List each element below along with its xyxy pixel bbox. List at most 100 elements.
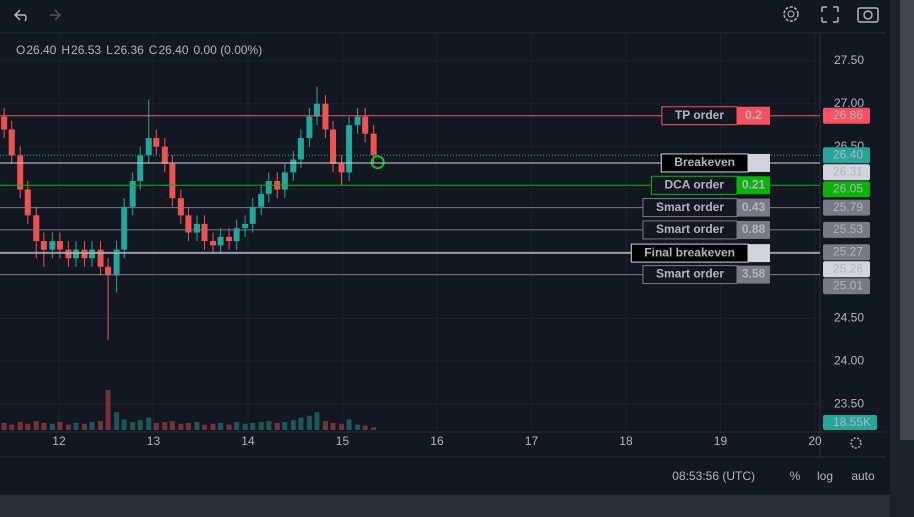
volume-bar — [169, 421, 175, 430]
volume-bar — [210, 423, 216, 430]
fullscreen-button[interactable] — [821, 6, 839, 23]
candle-body — [24, 189, 31, 216]
volume-bar — [242, 423, 248, 430]
candle-body — [105, 266, 112, 276]
price-tag — [823, 244, 870, 261]
price-tag-label: 25.53 — [833, 222, 863, 236]
y-tick-label: 27.00 — [834, 96, 864, 110]
volume-bar — [298, 417, 304, 430]
price-tag — [823, 221, 870, 238]
ohlc-value: 26.53 — [71, 43, 101, 57]
volume-bar — [362, 425, 368, 430]
axis-settings-button[interactable] — [850, 437, 862, 449]
volume-bar — [274, 422, 280, 430]
x-tick-label: 16 — [430, 434, 444, 448]
y-tick-label: 24.50 — [834, 311, 864, 325]
volume-bar — [1, 422, 7, 430]
price-tag — [823, 147, 870, 164]
x-tick-label: 12 — [52, 434, 66, 448]
price-tag — [823, 164, 870, 181]
price-tag-label: 26.86 — [833, 108, 863, 122]
volume-bar — [258, 422, 264, 430]
candle-body — [242, 223, 249, 229]
log-button[interactable]: log — [817, 469, 833, 483]
volume-bar — [346, 419, 352, 430]
candle-body — [193, 223, 200, 233]
candle-body — [169, 163, 176, 199]
camera-lens — [863, 10, 873, 20]
volume-bar — [89, 422, 95, 430]
screenshot-button[interactable] — [857, 7, 879, 23]
candle-body — [233, 228, 240, 242]
price-tag — [823, 278, 870, 295]
volume-bar — [137, 420, 143, 430]
volume-bar — [130, 422, 136, 430]
candle-body — [33, 215, 40, 242]
candle-body — [297, 138, 304, 160]
price-tag-label: 26.40 — [833, 147, 863, 161]
candle-body — [313, 103, 320, 117]
settings-button[interactable] — [783, 6, 799, 22]
camera-icon — [857, 7, 879, 23]
x-tick-label: 15 — [336, 434, 350, 448]
x-tick-label: 19 — [714, 434, 728, 448]
candle-body — [330, 129, 337, 164]
settings-icon — [783, 6, 799, 22]
candle-body — [145, 138, 152, 156]
volume-bar — [178, 423, 184, 430]
candle-body — [306, 116, 313, 139]
volume-bar — [226, 424, 232, 430]
order-box: DCA order 0.21 — [650, 175, 770, 195]
x-tick-label: 20 — [808, 434, 822, 448]
x-tick-label: 13 — [147, 434, 161, 448]
scrollbar — [900, 0, 914, 440]
candle-body — [322, 103, 329, 130]
volume-bar — [185, 422, 191, 430]
volume-bar — [146, 417, 152, 430]
candle-body — [201, 223, 208, 242]
percent-button[interactable]: % — [790, 469, 801, 483]
candle-body — [81, 249, 88, 259]
undo-icon — [13, 9, 27, 22]
volume-bar — [25, 423, 31, 430]
volume-bar — [194, 422, 200, 430]
ohlc-key: L — [106, 43, 113, 57]
ohlc-value: 26.40 — [158, 43, 188, 57]
volume-tag-label: 18.55K — [833, 415, 871, 429]
volume-bar — [306, 415, 312, 430]
candle-body — [113, 249, 120, 276]
candle-body — [281, 172, 288, 190]
volume-bar — [162, 422, 168, 430]
order-box: TP order 0.2 — [661, 106, 770, 126]
x-tick-label: 14 — [241, 434, 255, 448]
candle-body — [137, 155, 144, 181]
ohlc-value: 26.36 — [114, 43, 144, 57]
price-tag-label: 25.26 — [833, 261, 863, 275]
auto-button[interactable]: auto — [851, 469, 875, 483]
candle-body — [338, 163, 345, 173]
candle-body — [362, 116, 369, 134]
volume-bar — [17, 422, 23, 430]
volume-bar — [282, 422, 288, 430]
gear-icon — [850, 437, 862, 449]
volume-bar — [290, 420, 296, 430]
volume-bar — [250, 422, 256, 430]
undo-button[interactable] — [13, 9, 27, 22]
order-qty: 0.43 — [742, 200, 766, 214]
order-qty: 0.88 — [742, 222, 766, 236]
price-tag — [823, 261, 870, 278]
candle-body — [56, 241, 63, 250]
order-box: Smart order 3.58 — [642, 265, 770, 285]
candle-body — [210, 241, 217, 246]
order-box: Breakeven — [660, 153, 770, 173]
price-tag-label: 26.05 — [833, 181, 863, 195]
price-tag-label: 25.01 — [833, 278, 863, 292]
candle-body — [258, 193, 265, 207]
price-tag-label: 25.27 — [833, 244, 863, 258]
price-tag — [823, 199, 870, 216]
order-label: Final breakeven — [644, 245, 735, 259]
redo-button[interactable] — [50, 9, 62, 21]
